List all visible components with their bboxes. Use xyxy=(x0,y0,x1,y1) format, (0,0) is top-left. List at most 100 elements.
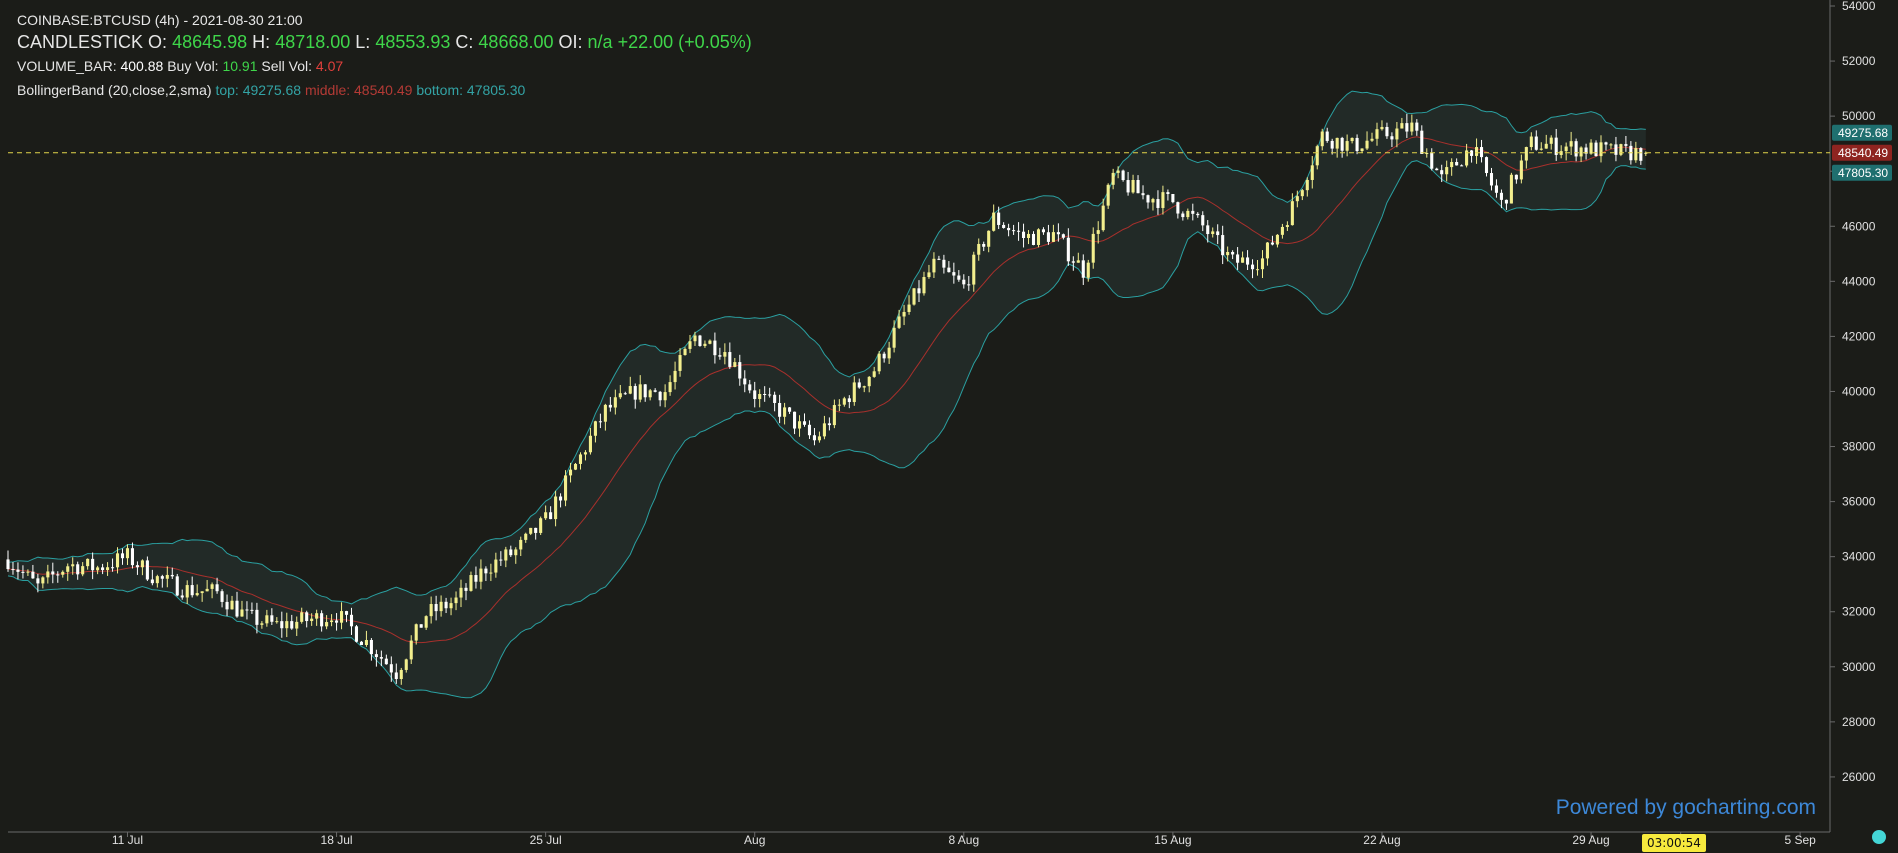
candle-body xyxy=(638,384,642,400)
candle-body xyxy=(1470,150,1474,156)
candle-body xyxy=(1007,227,1011,231)
candle-body xyxy=(56,574,60,576)
candle-body xyxy=(1290,201,1294,226)
status-dot-icon[interactable] xyxy=(1872,830,1886,844)
candle-body xyxy=(842,398,846,405)
candle-body xyxy=(524,533,528,540)
candle-body xyxy=(1081,260,1085,278)
candle-body xyxy=(464,587,468,591)
candle-body xyxy=(1430,153,1434,169)
candle-body xyxy=(1400,123,1404,129)
candle-body xyxy=(797,421,802,429)
bb-bottom-value: 47805.30 xyxy=(466,82,526,98)
candle-body xyxy=(71,564,75,567)
candle-body xyxy=(1554,137,1558,155)
candle-body xyxy=(81,566,85,575)
candle-body xyxy=(1405,123,1409,132)
candle-body xyxy=(723,352,727,357)
candle-body xyxy=(1460,165,1464,167)
bb-label: BollingerBand (20,close,2,sma) xyxy=(17,82,212,98)
candle-body xyxy=(1111,172,1115,185)
candle-body xyxy=(907,304,911,312)
candle-body xyxy=(1176,202,1180,214)
candle-body xyxy=(290,621,294,629)
candle-body xyxy=(608,404,612,408)
candle-body xyxy=(1435,168,1439,171)
y-tick-label: 28000 xyxy=(1842,715,1876,729)
candle-body xyxy=(793,411,797,429)
candle-body xyxy=(41,577,45,584)
candle-body xyxy=(852,382,856,403)
candle-body xyxy=(1504,199,1508,204)
candle-body xyxy=(882,353,886,359)
candle-body xyxy=(1171,193,1175,203)
candle-body xyxy=(335,620,339,623)
candle-body xyxy=(1624,144,1628,146)
candle-body xyxy=(185,585,189,598)
axes: 26000 28000 30000 32000 34000 36000 38000 40000… xyxy=(8,0,1892,847)
candle-body xyxy=(225,601,229,610)
candle-body xyxy=(529,527,533,534)
candle-body xyxy=(1420,130,1424,154)
candle-body xyxy=(972,254,976,285)
candle-body xyxy=(349,614,354,627)
candle-body xyxy=(947,267,951,273)
y-tick-label: 30000 xyxy=(1842,660,1876,674)
candles xyxy=(6,113,1648,685)
price-tag-label: 48540.49 xyxy=(1838,146,1888,160)
candle-body xyxy=(424,616,428,628)
candle-body xyxy=(474,575,478,582)
powered-by-link[interactable]: Powered by gocharting.com xyxy=(1555,796,1816,819)
candle-body xyxy=(1071,261,1075,263)
candle-body xyxy=(1370,138,1374,141)
candle-body xyxy=(145,560,149,580)
candle-body xyxy=(1355,137,1359,152)
buy-vol-value: 10.91 xyxy=(222,58,258,74)
candle-body xyxy=(1231,251,1235,255)
candle-body xyxy=(16,569,20,572)
candle-body xyxy=(832,405,836,426)
candle-body xyxy=(1026,233,1031,239)
candle-body xyxy=(369,639,373,655)
candle-body xyxy=(613,397,617,408)
candle-body xyxy=(210,584,214,589)
candle-body xyxy=(539,518,543,533)
x-tick-label: 11 Jul xyxy=(112,833,143,847)
candle-body xyxy=(339,611,344,623)
candle-body xyxy=(817,436,821,441)
candle-body xyxy=(1390,136,1394,140)
candle-body xyxy=(733,362,737,367)
price-tag-label: 49275.68 xyxy=(1838,126,1888,140)
y-tick-label: 38000 xyxy=(1842,440,1876,454)
candle-body xyxy=(130,548,134,566)
price-tag-top xyxy=(1832,124,1892,141)
candle-body xyxy=(1579,147,1583,157)
candle-body xyxy=(1315,146,1319,166)
candle-body xyxy=(1196,213,1200,216)
candle-body xyxy=(753,390,757,399)
candle-body xyxy=(1161,192,1165,208)
candle-body xyxy=(937,258,941,260)
candle-body xyxy=(758,393,762,399)
candle-body xyxy=(1494,185,1499,193)
candle-body xyxy=(653,390,657,392)
candle-body xyxy=(66,566,70,572)
candle-body xyxy=(728,352,732,367)
candle-body xyxy=(802,421,807,425)
candle-body xyxy=(1236,254,1240,263)
candle-body xyxy=(265,615,269,624)
candle-body xyxy=(942,259,946,268)
candle-body xyxy=(1509,174,1513,204)
candle-body xyxy=(1455,162,1459,166)
candle-body xyxy=(155,576,159,584)
candle-body xyxy=(977,243,981,255)
candle-body xyxy=(957,275,961,280)
candle-body xyxy=(499,559,503,561)
candle-body xyxy=(598,421,602,423)
candle-body xyxy=(783,407,787,417)
candle-body xyxy=(917,288,921,294)
candle-body xyxy=(26,571,30,573)
candle-body xyxy=(1589,142,1593,154)
candle-body xyxy=(255,609,259,625)
